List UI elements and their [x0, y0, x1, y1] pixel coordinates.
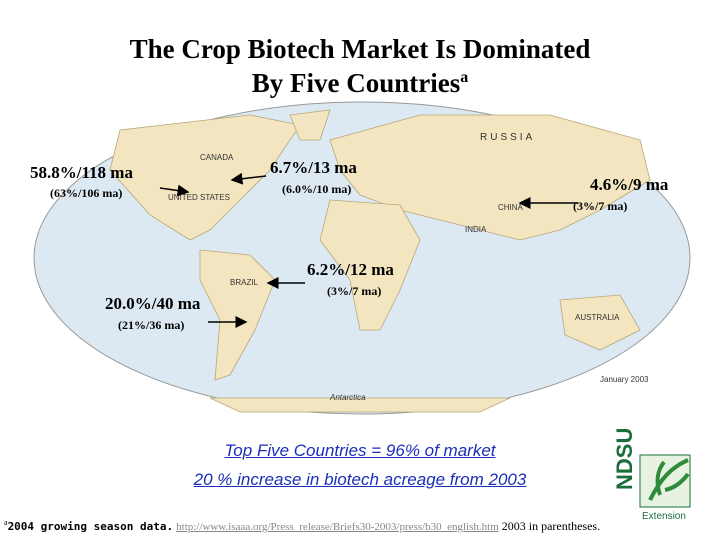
title-line: By Five Countriesa: [0, 68, 720, 99]
map-label: UNITED STATES: [168, 193, 230, 202]
map-label: INDIA: [465, 225, 487, 234]
summary-line: Top Five Countries = 96% of market: [224, 441, 496, 460]
title-superscript: a: [460, 69, 469, 86]
callout-main: 6.2%/12 ma: [307, 260, 394, 279]
land: [109, 109, 651, 413]
map-label: CHINA: [498, 203, 524, 212]
callout-sub: (3%/7 ma): [573, 199, 628, 213]
callout-main: 20.0%/40 ma: [105, 294, 201, 313]
footnote-marker: a: [4, 518, 8, 527]
callout-main: 4.6%/9 ma: [590, 175, 669, 194]
callout-sub: (3%/7 ma): [327, 284, 382, 298]
map-label: BRAZIL: [230, 278, 259, 287]
logo-name: NDSU: [612, 428, 637, 490]
footnote-note: 2003 in parentheses.: [501, 519, 601, 533]
ndsu-logo: NDSU Extension: [612, 428, 691, 522]
title-text: By Five Countries: [251, 68, 461, 98]
footnote: a2004 growing season data. http://www.is…: [4, 518, 600, 534]
map-label: January 2003: [600, 375, 649, 384]
callout-main: 6.7%/13 ma: [270, 158, 357, 177]
arrows: [159, 172, 578, 328]
map-label: Antarctica: [329, 393, 366, 402]
callout-sub: (21%/36 ma): [118, 318, 185, 332]
callout-main: 58.8%/118 ma: [30, 163, 133, 182]
map-label: CANADA: [200, 153, 234, 162]
callout-sub: (6.0%/10 ma): [282, 182, 352, 196]
footnote-link[interactable]: http://www.isaaa.org/Press_release/Brief…: [176, 521, 499, 533]
map-label: AUSTRALIA: [575, 313, 620, 322]
summary-line: 20 % increase in biotech acreage from 20…: [193, 470, 527, 489]
footnote-text: 2004 growing season data.: [7, 520, 174, 533]
logo-tagline: Extension: [642, 511, 686, 522]
map-label: RUSSIA: [480, 132, 535, 143]
callout-sub: (63%/106 ma): [50, 186, 123, 200]
title-line: The Crop Biotech Market Is Dominated: [129, 34, 591, 64]
